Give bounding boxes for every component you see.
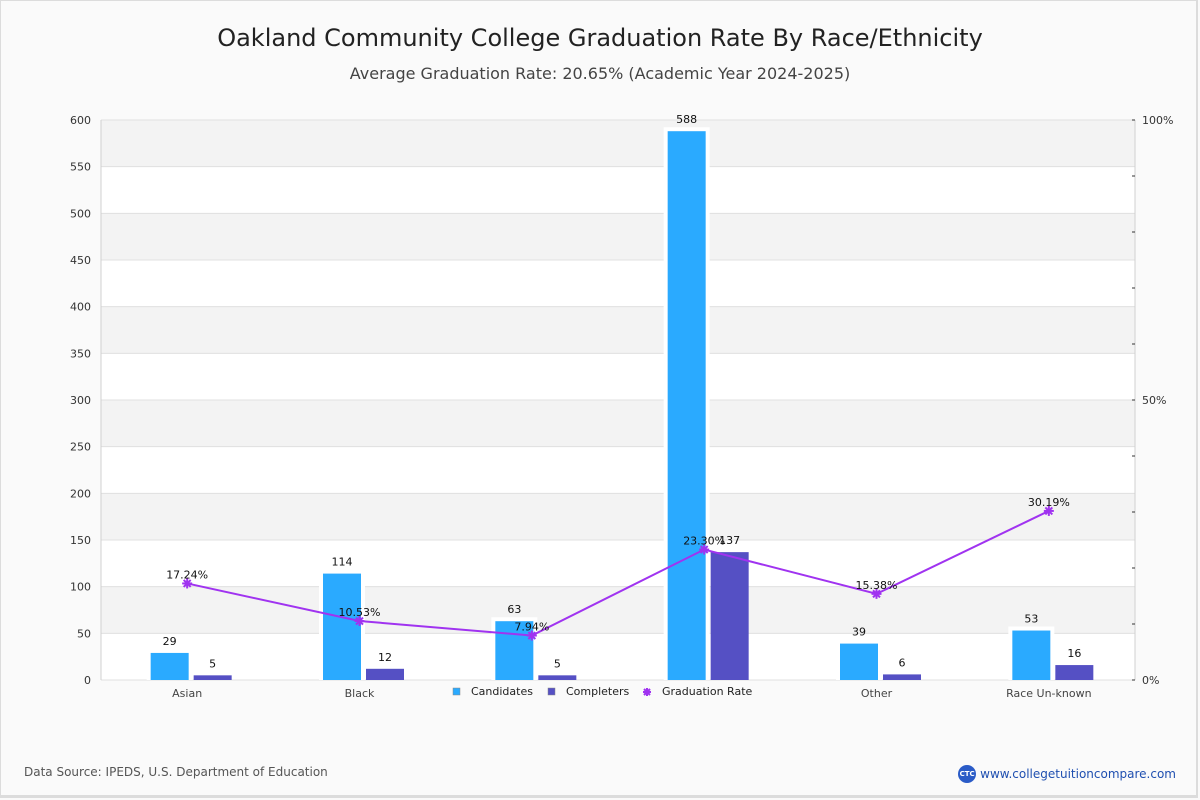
y-tick-label: 350 (70, 347, 91, 360)
data-label-candidates: 29 (163, 635, 177, 648)
graduation-rate-point (871, 588, 882, 599)
x-tick-label: Other (861, 687, 893, 700)
legend-background (447, 681, 753, 703)
grid-band (101, 633, 1135, 680)
grid-band (101, 446, 1135, 494)
grid-band (101, 260, 1135, 307)
graduation-rate-point (699, 544, 710, 555)
x-tick-label: Asian (172, 687, 202, 700)
y2-tick-label: 100% (1142, 114, 1173, 127)
grid-band (101, 213, 1135, 260)
legend-swatch-candidates (452, 687, 461, 696)
bar-candidates (323, 573, 361, 680)
x-tick-label: Black (345, 687, 375, 700)
y-tick-label: 150 (70, 534, 91, 547)
data-label-completers: 16 (1067, 647, 1081, 660)
y-tick-label: 250 (70, 441, 91, 454)
grid-band (101, 400, 1135, 447)
bar-completers (366, 668, 404, 680)
data-label-rate: 30.19% (1028, 496, 1070, 509)
y-tick-label: 450 (70, 254, 91, 267)
legend-swatch-rate (643, 688, 651, 696)
y-tick-label: 600 (70, 114, 91, 127)
legend-label-completers: Completers (566, 685, 630, 698)
data-label-completers: 6 (899, 656, 906, 669)
y-tick-label: 100 (70, 581, 91, 594)
y2-tick-label: 0% (1142, 674, 1159, 687)
data-label-rate: 7.94% (514, 621, 549, 634)
legend-swatch-completers (547, 687, 556, 696)
data-label-completers: 5 (554, 657, 561, 670)
graduation-rate-point (182, 578, 193, 589)
bar-completers (1055, 665, 1094, 680)
y-tick-label: 50 (77, 627, 91, 640)
ctc-logo-icon: CTC (958, 765, 977, 783)
y-tick-label: 200 (70, 487, 91, 500)
chart-subtitle: Average Graduation Rate: 20.65% (Academi… (349, 64, 851, 83)
data-label-candidates: 63 (507, 603, 521, 616)
grid-band (101, 353, 1135, 400)
x-tick-label: Race Un-known (1006, 687, 1092, 700)
grid-band (101, 306, 1135, 354)
y-tick-label: 400 (70, 301, 91, 314)
graduation-rate-point (1043, 505, 1054, 516)
y2-tick-label: 50% (1142, 394, 1166, 407)
graduation-rate-point (526, 630, 537, 641)
grid-band (101, 586, 1135, 634)
data-label-rate: 10.53% (339, 606, 381, 619)
bar-candidates (1012, 630, 1051, 680)
grid-band (101, 540, 1135, 587)
data-label-candidates: 39 (852, 626, 866, 639)
bar-candidates (667, 131, 706, 680)
bar-completers (710, 552, 749, 680)
data-label-completers: 5 (209, 657, 216, 670)
site-url[interactable]: www.collegetuitioncompare.com (980, 767, 1176, 781)
legend-label-candidates: Candidates (471, 685, 533, 698)
legend-label-rate: Graduation Rate (662, 685, 753, 698)
bar-candidates (840, 643, 878, 680)
grid-band (101, 120, 1135, 167)
bar-completers (193, 675, 232, 680)
data-label-rate: 17.24% (166, 568, 208, 581)
bar-completers (883, 674, 921, 680)
bar-candidates (495, 621, 534, 680)
graduation-rate-point (354, 616, 365, 627)
data-label-candidates: 588 (676, 113, 697, 126)
data-source: Data Source: IPEDS, U.S. Department of E… (24, 765, 328, 779)
y-tick-label: 0 (84, 674, 91, 687)
bar-completers (538, 675, 577, 680)
graduation-rate-line (186, 510, 1050, 637)
data-label-rate: 23.30% (683, 535, 725, 548)
y-tick-label: 500 (70, 207, 91, 220)
site-link[interactable]: CTC www.collegetuitioncompare.com (958, 765, 1176, 783)
data-label-rate: 15.38% (856, 579, 898, 592)
data-label-candidates: 53 (1024, 613, 1038, 626)
data-label-completers: 137 (719, 534, 740, 547)
data-label-candidates: 114 (332, 556, 353, 569)
grid-band (101, 493, 1135, 540)
chart-title: Oakland Community College Graduation Rat… (217, 24, 983, 52)
y-tick-label: 300 (70, 394, 91, 407)
bar-candidates (150, 652, 189, 680)
data-label-completers: 12 (378, 651, 392, 664)
y-tick-label: 550 (70, 161, 91, 174)
grid-band (101, 166, 1135, 214)
